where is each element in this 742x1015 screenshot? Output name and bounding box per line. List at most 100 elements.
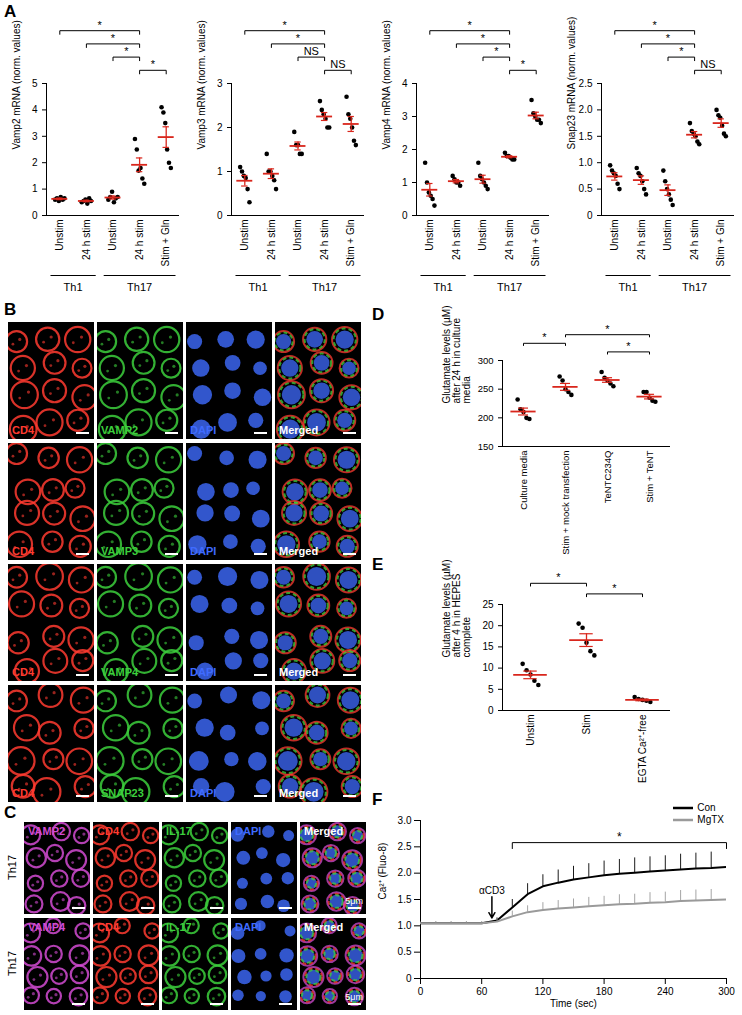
svg-text:2: 2 xyxy=(217,122,223,133)
svg-text:Th17: Th17 xyxy=(682,281,707,293)
svg-text:Stim + Gln: Stim + Gln xyxy=(345,220,356,267)
svg-text:NS: NS xyxy=(330,58,345,70)
svg-text:*: * xyxy=(111,32,116,44)
svg-text:5: 5 xyxy=(32,78,38,89)
svg-text:2.5: 2.5 xyxy=(398,841,412,852)
svg-text:*: * xyxy=(124,45,129,57)
svg-text:Unstim: Unstim xyxy=(424,220,435,251)
svg-text:CD4: CD4 xyxy=(97,825,120,837)
svg-text:Merged: Merged xyxy=(279,545,318,557)
svg-text:Unstim: Unstim xyxy=(662,220,673,251)
svg-text:180: 180 xyxy=(596,986,613,997)
svg-text:*: * xyxy=(494,45,499,57)
svg-text:Unstim: Unstim xyxy=(107,220,118,251)
svg-text:Culture media: Culture media xyxy=(518,450,529,510)
svg-text:2: 2 xyxy=(32,157,38,168)
svg-text:Th17: Th17 xyxy=(312,281,337,293)
svg-text:*: * xyxy=(98,19,103,31)
svg-text:*: * xyxy=(468,19,473,31)
svg-text:120: 120 xyxy=(535,986,552,997)
svg-text:15: 15 xyxy=(482,641,494,652)
svg-text:Stim + mock transfection: Stim + mock transfection xyxy=(560,451,571,555)
svg-text:2: 2 xyxy=(402,144,408,155)
svg-text:EGTA Ca²⁺-free: EGTA Ca²⁺-free xyxy=(637,714,648,783)
svg-text:CD4: CD4 xyxy=(12,787,35,799)
svg-text:TeNTC234Q: TeNTC234Q xyxy=(602,451,613,504)
svg-text:VAMP2: VAMP2 xyxy=(28,825,65,837)
svg-text:0: 0 xyxy=(587,210,593,221)
svg-text:0.5: 0.5 xyxy=(398,946,412,957)
svg-text:4: 4 xyxy=(32,104,38,115)
svg-text:0: 0 xyxy=(402,210,408,221)
svg-text:VAMP4: VAMP4 xyxy=(101,666,139,678)
svg-text:3: 3 xyxy=(32,131,38,142)
svg-text:24 h stim: 24 h stim xyxy=(451,220,462,261)
svg-text:VAMP4: VAMP4 xyxy=(28,921,66,933)
svg-text:2.0: 2.0 xyxy=(398,867,412,878)
svg-text:2.0: 2.0 xyxy=(579,104,593,115)
svg-text:250: 250 xyxy=(478,383,494,394)
svg-text:24 h stim: 24 h stim xyxy=(134,220,145,261)
svg-text:Merged: Merged xyxy=(304,825,343,837)
svg-text:Th1: Th1 xyxy=(64,281,83,293)
svg-text:αCD3: αCD3 xyxy=(479,885,505,896)
svg-text:Unstim: Unstim xyxy=(292,220,303,251)
svg-text:IL-17: IL-17 xyxy=(166,825,192,837)
svg-text:Th17: Th17 xyxy=(497,281,522,293)
svg-text:*: * xyxy=(679,45,684,57)
svg-text:300: 300 xyxy=(478,355,494,366)
svg-text:*: * xyxy=(556,571,561,583)
svg-text:Glutamate levels (µM)after 4 h: Glutamate levels (µM)after 4 h in HEPESc… xyxy=(441,559,472,657)
svg-text:DAPI: DAPI xyxy=(235,825,261,837)
svg-text:2.5: 2.5 xyxy=(579,78,593,89)
svg-text:60: 60 xyxy=(476,986,488,997)
svg-text:5: 5 xyxy=(488,684,494,695)
svg-text:DAPI: DAPI xyxy=(190,666,216,678)
svg-text:10: 10 xyxy=(482,662,494,673)
svg-text:1.0: 1.0 xyxy=(579,157,593,168)
svg-text:Merged: Merged xyxy=(279,666,318,678)
svg-text:NS: NS xyxy=(700,58,715,70)
svg-text:NS: NS xyxy=(304,45,319,57)
svg-text:*: * xyxy=(626,340,631,352)
svg-text:Ca²⁺ (Fluo-8): Ca²⁺ (Fluo-8) xyxy=(377,843,388,900)
svg-text:Unstim: Unstim xyxy=(54,220,65,251)
svg-text:1.5: 1.5 xyxy=(579,131,593,142)
svg-text:VAMP3: VAMP3 xyxy=(101,545,138,557)
svg-text:3.0: 3.0 xyxy=(398,815,412,826)
svg-text:200: 200 xyxy=(478,412,494,423)
svg-text:*: * xyxy=(296,32,301,44)
svg-text:*: * xyxy=(666,32,671,44)
svg-text:Vamp4 mRNA (norm. values): Vamp4 mRNA (norm. values) xyxy=(381,20,392,149)
svg-text:0: 0 xyxy=(418,986,424,997)
svg-text:DAPI: DAPI xyxy=(190,787,216,799)
svg-text:Glutamate levels (µM)after 24: Glutamate levels (µM)after 24 h in cultu… xyxy=(441,305,472,403)
svg-text:Th1: Th1 xyxy=(249,281,268,293)
svg-text:3: 3 xyxy=(217,78,223,89)
svg-text:Unstim: Unstim xyxy=(477,220,488,251)
svg-text:DAPI: DAPI xyxy=(190,424,216,436)
svg-text:Stim + TeNT: Stim + TeNT xyxy=(644,450,655,503)
svg-text:24 h stim: 24 h stim xyxy=(689,220,700,261)
svg-text:Merged: Merged xyxy=(279,424,318,436)
svg-text:1: 1 xyxy=(217,166,223,177)
svg-text:CD4: CD4 xyxy=(12,666,35,678)
svg-text:1: 1 xyxy=(402,177,408,188)
svg-text:4: 4 xyxy=(402,78,408,89)
svg-text:*: * xyxy=(653,19,658,31)
svg-text:CD4: CD4 xyxy=(12,545,35,557)
svg-text:Vamp3 mRNA (norm. values): Vamp3 mRNA (norm. values) xyxy=(196,20,207,149)
svg-text:Snap23 mRNA (norm. values): Snap23 mRNA (norm. values) xyxy=(566,17,577,150)
svg-text:5μm: 5μm xyxy=(345,992,363,1002)
svg-text:0: 0 xyxy=(217,210,223,221)
svg-text:240: 240 xyxy=(657,986,674,997)
svg-text:IL-17: IL-17 xyxy=(166,921,192,933)
svg-text:Stim: Stim xyxy=(581,715,592,735)
svg-text:Th1: Th1 xyxy=(619,281,638,293)
svg-text:*: * xyxy=(542,331,547,343)
svg-text:Stim + Gln: Stim + Gln xyxy=(160,220,171,267)
svg-text:24 h stim: 24 h stim xyxy=(266,220,277,261)
svg-text:Merged: Merged xyxy=(279,787,318,799)
svg-text:*: * xyxy=(151,58,156,70)
svg-text:0: 0 xyxy=(488,705,494,716)
